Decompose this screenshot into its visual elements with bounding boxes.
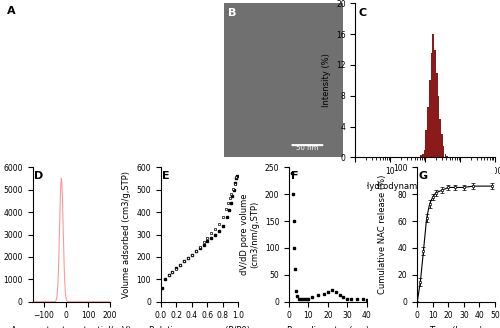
Y-axis label: Intensity (%): Intensity (%): [322, 53, 330, 107]
Bar: [443, 146, 444, 157]
Bar: [430, 53, 432, 157]
X-axis label: Hydrodynamic diameter (nm): Hydrodynamic diameter (nm): [363, 182, 488, 191]
Bar: [436, 73, 438, 157]
Text: D: D: [34, 171, 43, 181]
Bar: [446, 156, 448, 157]
X-axis label: Pore diameter (nm): Pore diameter (nm): [287, 326, 369, 328]
Bar: [432, 34, 434, 157]
Y-axis label: Volume adsorbed (cm3/g,STP): Volume adsorbed (cm3/g,STP): [122, 171, 131, 298]
Text: 50 nm: 50 nm: [296, 145, 318, 151]
Bar: [434, 50, 436, 157]
Bar: [438, 96, 439, 157]
Text: G: G: [419, 171, 428, 181]
Text: A: A: [7, 6, 16, 16]
Bar: [441, 134, 442, 157]
Y-axis label: dV/dD pore volume
(cm3/nm/g,STP): dV/dD pore volume (cm3/nm/g,STP): [240, 194, 259, 275]
Text: B: B: [228, 8, 236, 18]
Text: E: E: [162, 171, 170, 181]
Y-axis label: Cumulative NAC release (%): Cumulative NAC release (%): [378, 175, 388, 294]
Bar: [429, 80, 430, 157]
Text: C: C: [358, 8, 366, 18]
Bar: [426, 131, 427, 157]
Bar: [424, 150, 426, 157]
X-axis label: Time (hours): Time (hours): [430, 326, 483, 328]
Bar: [440, 119, 441, 157]
Bar: [427, 107, 429, 157]
X-axis label: Apparent zeta potential(mV): Apparent zeta potential(mV): [12, 326, 132, 328]
Text: F: F: [290, 171, 298, 181]
Bar: [420, 155, 422, 157]
X-axis label: Relative pressure (P/P0): Relative pressure (P/P0): [149, 326, 250, 328]
Bar: [422, 154, 424, 157]
Bar: [444, 154, 446, 157]
